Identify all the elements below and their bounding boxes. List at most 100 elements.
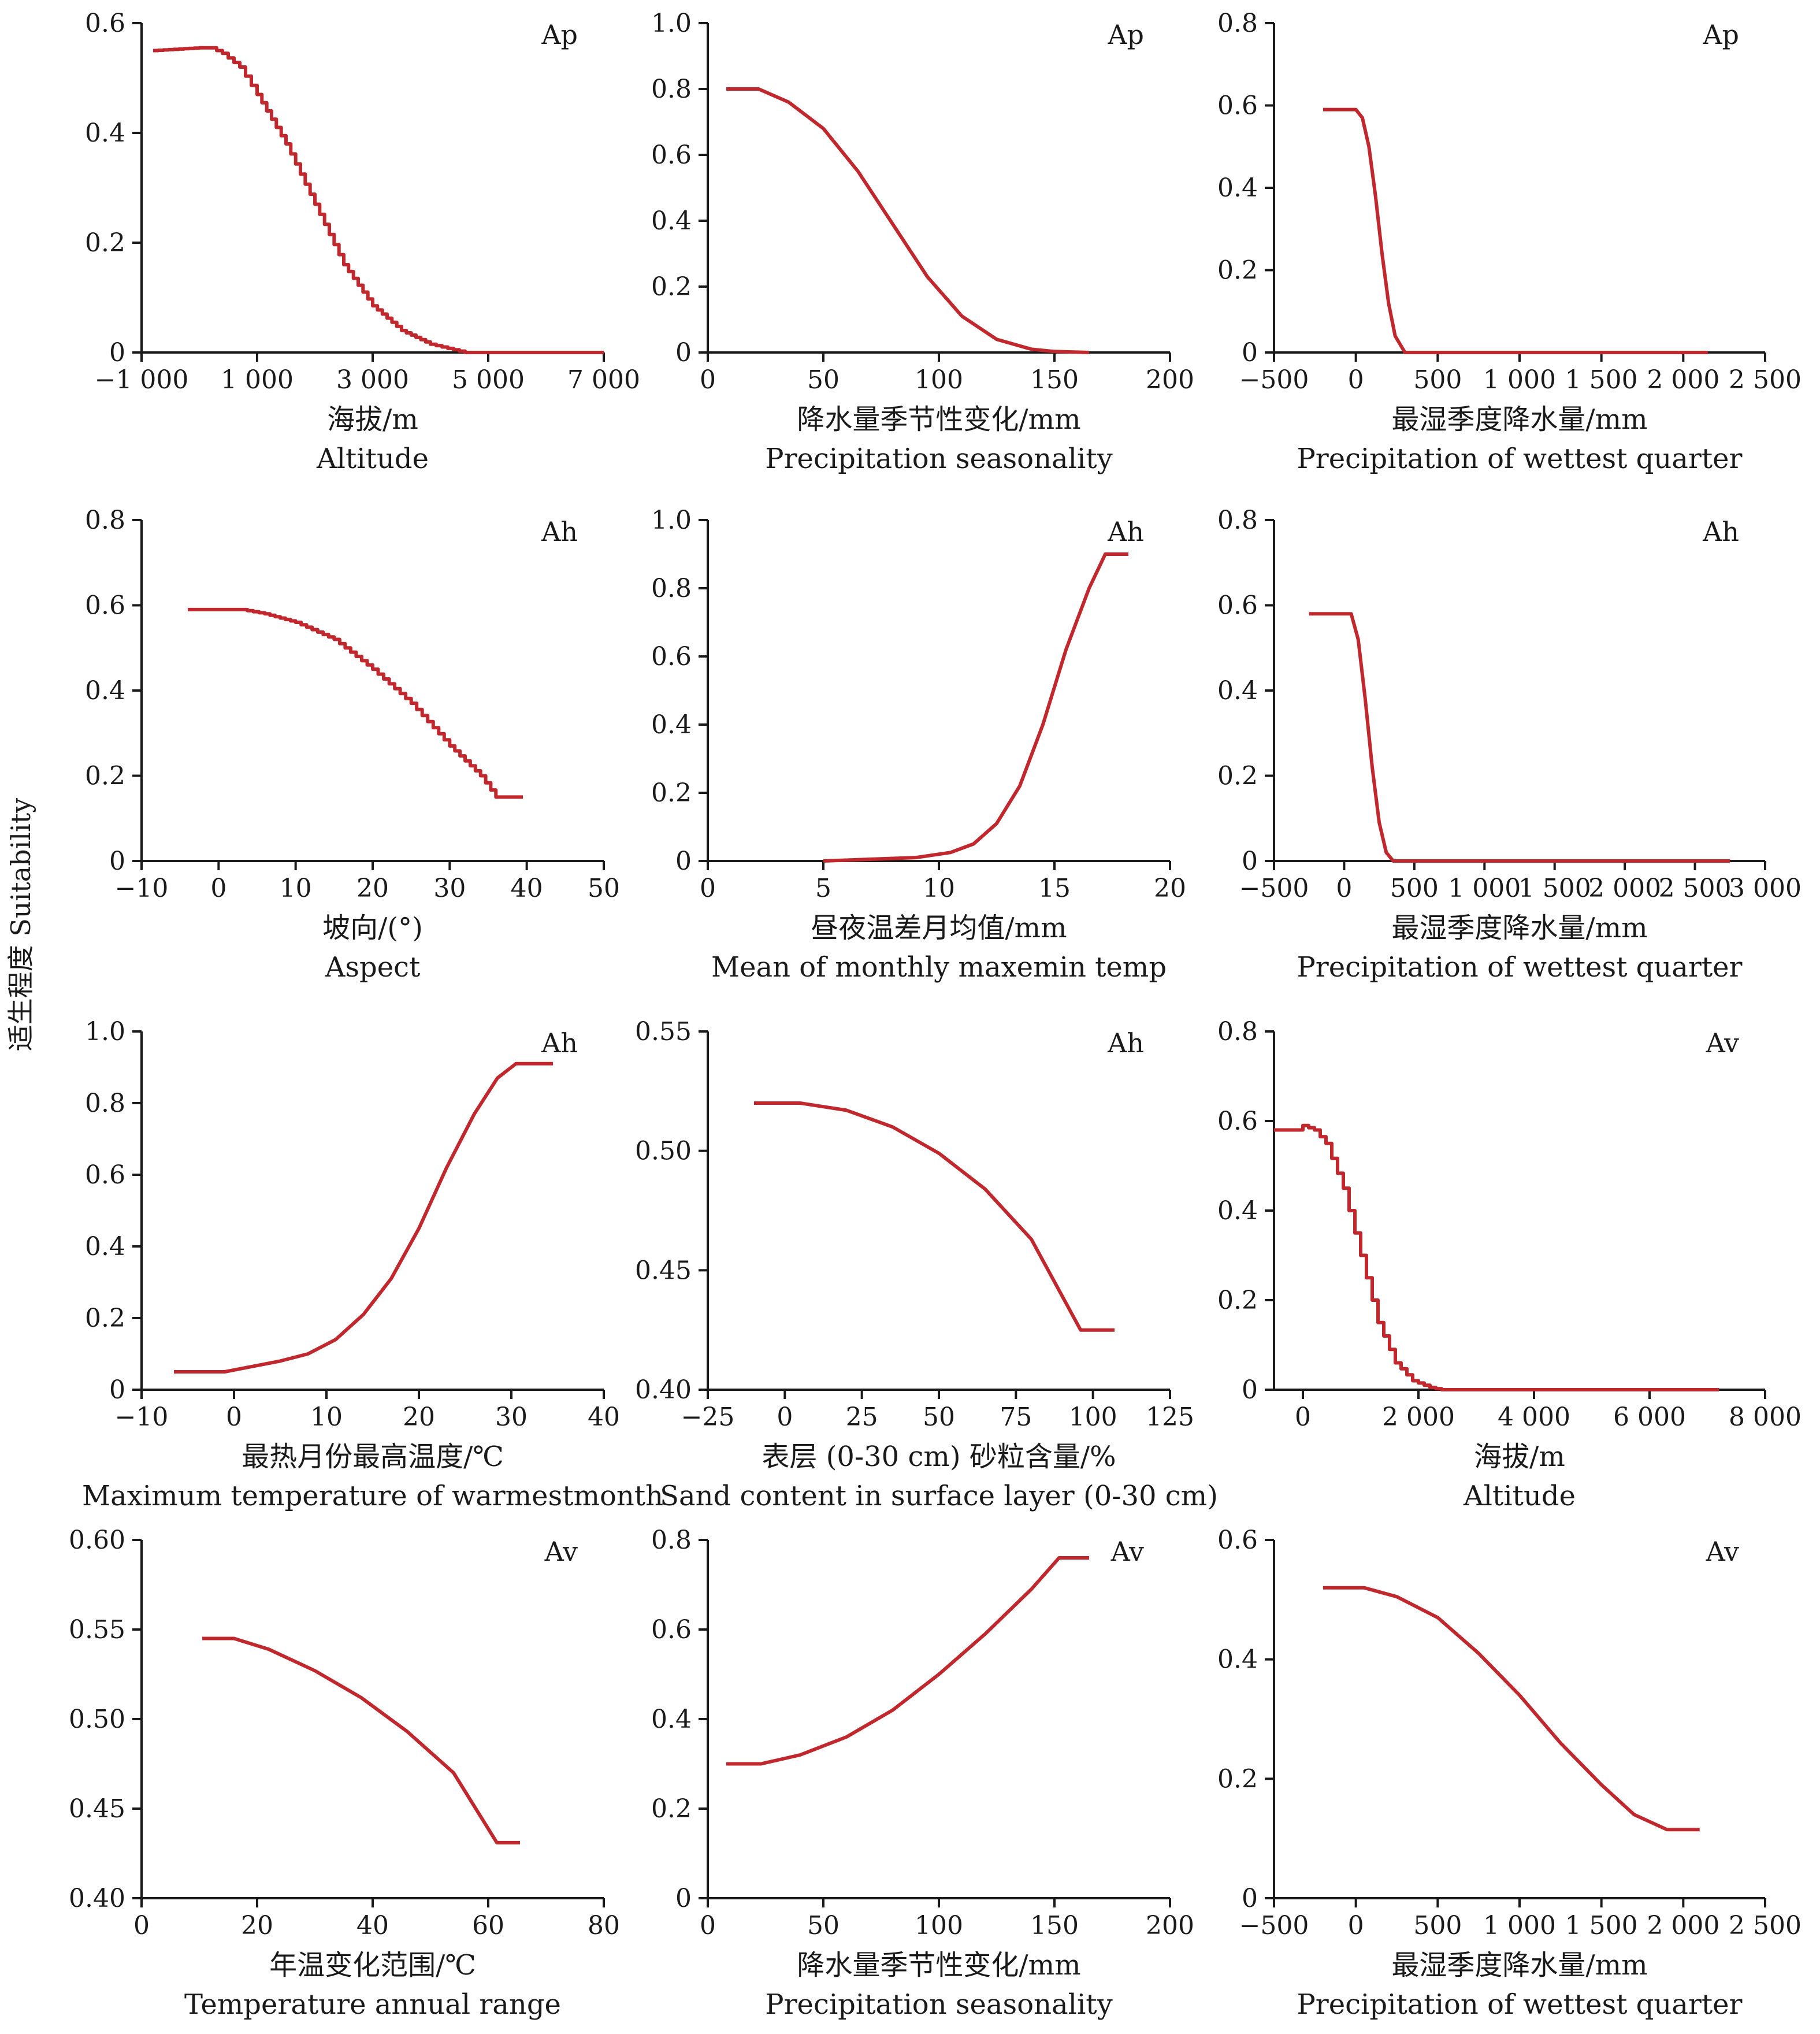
x-tick-label: 500 bbox=[1413, 1911, 1462, 1940]
x-tick-label: 0 bbox=[1348, 1911, 1364, 1940]
x-axis-label-en: Precipitation of wettest quarter bbox=[1297, 951, 1743, 983]
x-tick-label: 40 bbox=[511, 874, 543, 903]
y-tick-label: 0.4 bbox=[1217, 1645, 1258, 1675]
y-tick-label: 0.8 bbox=[85, 506, 125, 535]
chart-panel-9: 0 2 000 4 000 6 000 8 000 0 0.2 0.4 0.6 0.8 Av 海拔/m… bbox=[1217, 1017, 1802, 1512]
panel-corner-label: Av bbox=[1110, 1536, 1144, 1567]
y-tick-label: 0.6 bbox=[1217, 1526, 1258, 1555]
y-tick-label: 0.6 bbox=[1217, 591, 1258, 621]
x-axis-label: 海拔/m bbox=[327, 403, 418, 436]
x-tick-label: 0 bbox=[700, 1911, 716, 1940]
y-tick-label: 0.4 bbox=[85, 676, 125, 706]
suitability-curve-1 bbox=[1323, 1586, 1700, 1832]
y-tick-label: 0.6 bbox=[85, 9, 125, 38]
y-tick-label: 0.50 bbox=[69, 1705, 125, 1734]
x-axis-label-en: Maximum temperature of warmestmonth bbox=[82, 1480, 663, 1512]
y-tick-label: 0 bbox=[675, 338, 692, 368]
y-tick-label: 0.2 bbox=[85, 1304, 125, 1333]
y-tick-label: 0.4 bbox=[651, 1705, 692, 1734]
x-axis-label-en: Altitude bbox=[316, 443, 429, 475]
x-tick-label: 1 000 bbox=[221, 365, 294, 395]
x-tick-label: 1 500 bbox=[1518, 874, 1591, 903]
panel-corner-label: Av bbox=[1706, 1536, 1739, 1567]
y-tick-label: 0.2 bbox=[1217, 1764, 1258, 1794]
suitability-curve-1 bbox=[1309, 612, 1730, 863]
x-axis-label-en: Precipitation of wettest quarter bbox=[1297, 443, 1743, 475]
x-tick-label: 500 bbox=[1390, 874, 1439, 903]
x-tick-label: −500 bbox=[1239, 874, 1309, 903]
y-tick-label: 0 bbox=[1242, 1884, 1258, 1913]
x-axis-label: 表层 (0-30 cm) 砂粒含量/% bbox=[762, 1441, 1116, 1473]
x-tick-label: 500 bbox=[1413, 365, 1462, 395]
y-tick-label: 0.6 bbox=[651, 140, 692, 170]
x-tick-label: −10 bbox=[115, 1402, 169, 1432]
panel-corner-label: Ap bbox=[541, 19, 578, 50]
x-axis-label: 降水量季节性变化/mm bbox=[797, 403, 1080, 436]
x-axis-label: 年温变化范围/℃ bbox=[269, 1949, 476, 1981]
y-tick-label: 0.4 bbox=[1217, 173, 1258, 203]
panel-corner-label: Ah bbox=[1107, 516, 1144, 547]
y-tick-label: 0.50 bbox=[635, 1137, 692, 1166]
x-axis-label-en: Temperature annual range bbox=[184, 1988, 561, 2021]
y-tick-label: 0 bbox=[675, 1884, 692, 1913]
suitability-curve-1 bbox=[1323, 107, 1708, 354]
x-axis-label-en: Altitude bbox=[1463, 1480, 1576, 1512]
y-tick-label: 0 bbox=[109, 847, 125, 876]
y-tick-label: 0.6 bbox=[1217, 91, 1258, 121]
y-tick-label: 0.6 bbox=[651, 1615, 692, 1645]
x-tick-label: 10 bbox=[923, 874, 955, 903]
x-tick-label: 40 bbox=[588, 1402, 620, 1432]
chart-panel-8: −25 0 25 50 75 100 125 0.40 0.45 0.50 0.55 Ah 表层 (0-… bbox=[635, 1017, 1218, 1512]
y-tick-label: 0.2 bbox=[1217, 762, 1258, 791]
panel-corner-label: Ah bbox=[541, 516, 578, 547]
x-tick-label: 0 bbox=[1348, 365, 1364, 395]
y-tick-label: 0.6 bbox=[85, 1160, 125, 1190]
chart-panel-1: −1 000 1 000 3 000 5 000 7 000 0 0.2 0.4 0.6 Ap 海拔… bbox=[85, 9, 640, 475]
x-tick-label: 2 000 bbox=[1382, 1402, 1455, 1432]
x-tick-label: 20 bbox=[356, 874, 389, 903]
y-tick-label: 0.8 bbox=[85, 1089, 125, 1118]
panel-corner-label: Ap bbox=[1107, 19, 1144, 50]
x-tick-label: 2 000 bbox=[1588, 874, 1661, 903]
x-tick-label: 200 bbox=[1146, 365, 1194, 395]
x-tick-label: 2 500 bbox=[1659, 874, 1732, 903]
x-tick-label: 125 bbox=[1146, 1402, 1194, 1432]
y-tick-label: 0.4 bbox=[85, 118, 125, 148]
panel-corner-label: Ap bbox=[1702, 19, 1739, 50]
x-tick-label: 8 000 bbox=[1729, 1402, 1802, 1432]
y-tick-label: 0.6 bbox=[1217, 1107, 1258, 1136]
y-tick-label: 0.2 bbox=[651, 1794, 692, 1824]
y-tick-label: 0 bbox=[109, 338, 125, 368]
y-tick-label: 1.0 bbox=[651, 506, 692, 535]
y-tick-label: 0.45 bbox=[69, 1794, 125, 1824]
x-tick-label: 50 bbox=[807, 365, 840, 395]
x-axis-label: 降水量季节性变化/mm bbox=[797, 1949, 1080, 1981]
x-axis-label-en: Aspect bbox=[325, 951, 421, 983]
x-tick-label: 3 000 bbox=[336, 365, 409, 395]
x-tick-label: 80 bbox=[588, 1911, 620, 1940]
y-tick-label: 0.45 bbox=[635, 1256, 692, 1285]
y-tick-label: 0.4 bbox=[651, 710, 692, 740]
panel-corner-label: Av bbox=[544, 1536, 578, 1567]
x-axis-label: 最湿季度降水量/mm bbox=[1391, 912, 1647, 944]
x-tick-label: 75 bbox=[1000, 1402, 1032, 1432]
chart-panel-2: 0 50 100 150 200 0 0.2 0.4 0.6 0.8 1.0 Ap 降水量季节性变化/m… bbox=[651, 9, 1194, 475]
x-tick-label: −500 bbox=[1239, 1911, 1309, 1940]
chart-panel-5: 0 5 10 15 20 0 0.2 0.4 0.6 0.8 1.0 Ah 昼夜温差月均值/mm Mean… bbox=[651, 506, 1186, 983]
y-tick-label: 0.2 bbox=[1217, 1286, 1258, 1315]
panel-corner-label: Ah bbox=[541, 1027, 578, 1059]
x-axis-label: 最湿季度降水量/mm bbox=[1391, 403, 1647, 436]
x-tick-label: 1 500 bbox=[1565, 1911, 1638, 1940]
suitability-curve-1 bbox=[174, 1061, 553, 1374]
x-tick-label: 0 bbox=[700, 365, 716, 395]
x-axis-label: 海拔/m bbox=[1474, 1441, 1565, 1473]
x-tick-label: 0 bbox=[700, 874, 716, 903]
chart-panel-10: 0 20 40 60 80 0.40 0.45 0.50 0.55 0.60 Av 年温变化范围/℃ T… bbox=[69, 1526, 620, 2021]
x-tick-label: −25 bbox=[681, 1402, 735, 1432]
x-tick-label: 20 bbox=[241, 1911, 273, 1940]
panel-corner-label: Av bbox=[1706, 1027, 1739, 1059]
x-tick-label: 0 bbox=[1336, 874, 1352, 903]
x-tick-label: 100 bbox=[915, 365, 963, 395]
